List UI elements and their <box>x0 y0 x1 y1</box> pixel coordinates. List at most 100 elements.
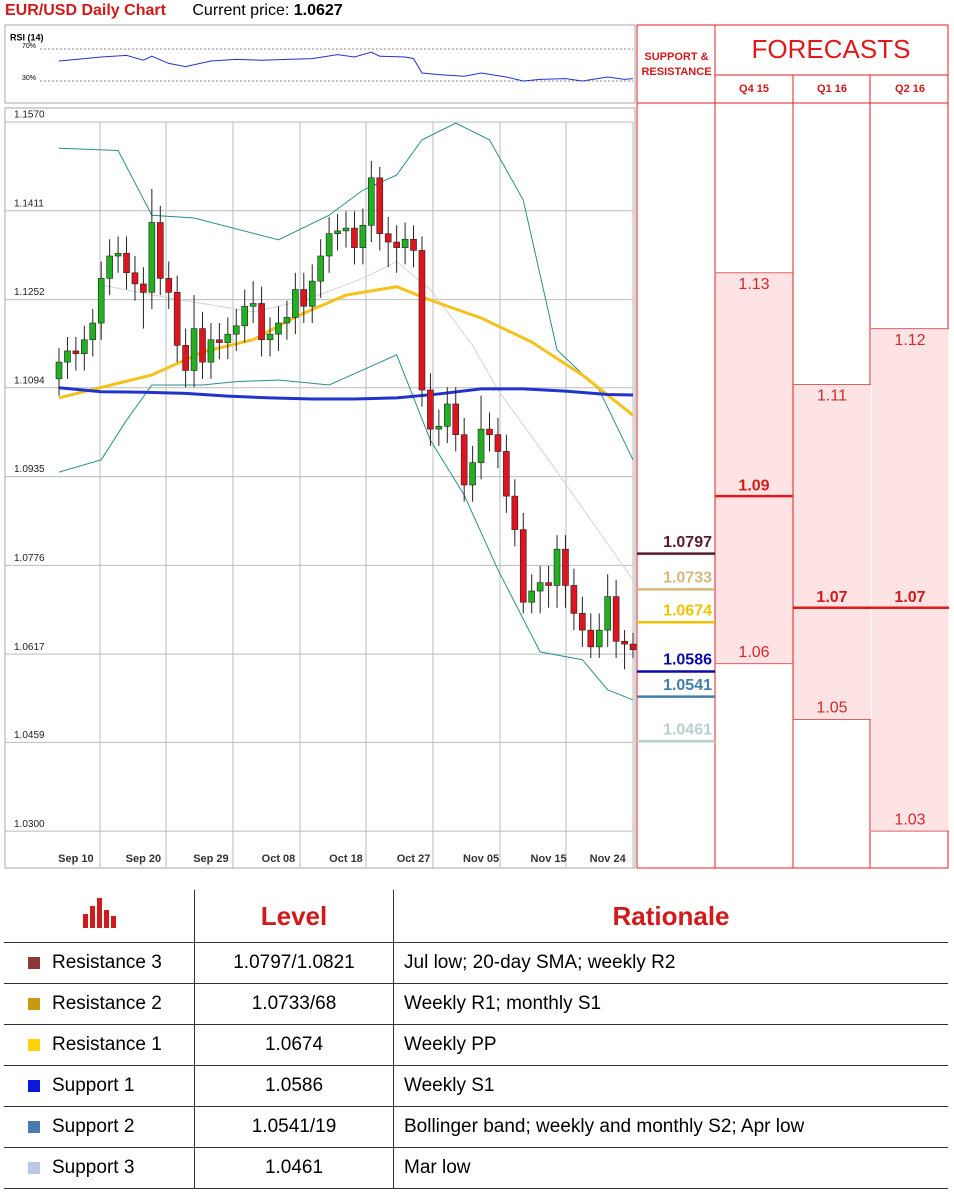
table-row: Support 2 1.0541/19 Bollinger band; weekly… <box>4 1106 948 1148</box>
sr-label: 1.0797 <box>663 534 712 551</box>
header-cell: Level <box>194 890 394 943</box>
row-rationale: Jul low; 20-day SMA; weekly R2 <box>393 942 948 984</box>
table: Level Rationale Resistance 3 1.0797/1.082… <box>4 890 948 1189</box>
candle-body <box>266 333 274 341</box>
candle-body <box>452 403 460 435</box>
candle-body <box>173 292 181 346</box>
y-tick-label: 1.1252 <box>14 287 45 298</box>
indicator-line <box>58 354 634 701</box>
forecast-title: FORECASTS <box>752 34 911 64</box>
candle-body <box>384 233 392 243</box>
sr-label: 1.0461 <box>663 721 712 738</box>
candle-body <box>604 596 611 631</box>
candle-body <box>545 582 552 586</box>
rsi-tick-label: 30% <box>22 75 36 82</box>
rsi-title: RSI (14) <box>10 32 44 42</box>
candle-body <box>553 548 561 586</box>
color-swatch <box>28 997 40 1010</box>
row-name: Support 1 <box>52 1075 135 1096</box>
candle-body <box>123 252 130 274</box>
candle-body <box>342 227 350 232</box>
candle-body <box>579 613 586 631</box>
y-tick-label: 1.0935 <box>14 464 45 475</box>
row-name: Support 2 <box>52 1116 135 1137</box>
candle-body <box>595 629 603 648</box>
candle-body <box>216 339 223 343</box>
candle-body <box>562 548 569 586</box>
row-name-cell: Support 2 <box>4 1106 195 1148</box>
row-level: 1.0733/68 <box>194 983 394 1025</box>
candle-body <box>359 225 367 248</box>
color-swatch <box>28 1079 40 1092</box>
candle-body <box>486 428 493 435</box>
price-label: Current price: <box>192 2 290 19</box>
candle-body <box>376 177 384 234</box>
row-name-cell: Resistance 1 <box>4 1024 195 1066</box>
x-tick-label: Oct 08 <box>262 853 296 865</box>
candle-body <box>435 426 443 430</box>
candle-body <box>401 238 409 248</box>
candle-body <box>249 303 257 307</box>
row-name: Resistance 3 <box>52 952 162 973</box>
candle-body <box>427 389 434 430</box>
candle-body <box>148 222 156 293</box>
table-header: Level Rationale <box>4 890 948 943</box>
candle-body <box>418 250 426 391</box>
candle-body <box>97 278 105 324</box>
candle-body <box>334 230 341 234</box>
row-name-cell: Resistance 3 <box>4 942 195 984</box>
row-name: Support 3 <box>52 1157 135 1178</box>
sr-title: SUPPORT & RESISTANCE <box>641 51 712 78</box>
candle-body <box>140 283 147 293</box>
candle-body <box>283 317 291 324</box>
table-row: Resistance 2 1.0733/68 Weekly R1; monthly … <box>4 983 948 1025</box>
table-row: Support 1 1.0586 Weekly S1 <box>4 1065 948 1107</box>
y-tick-label: 1.1094 <box>14 375 45 386</box>
forecast-low-label: 1.03 <box>894 811 925 828</box>
table-row: Resistance 3 1.0797/1.0821 Jul low; 20-day… <box>4 942 948 984</box>
forecast-mid-label: 1.07 <box>894 589 925 606</box>
candle-body <box>351 227 358 248</box>
y-tick-label: 1.0300 <box>14 819 45 830</box>
candle-body <box>621 640 628 645</box>
candle-body <box>300 289 308 307</box>
row-level: 1.0541/19 <box>194 1106 394 1148</box>
x-tick-label: Nov 05 <box>463 853 499 865</box>
candle-body <box>114 252 122 257</box>
x-tick-label: Sep 29 <box>193 853 228 865</box>
indicator-line <box>58 122 634 461</box>
forecast-range <box>871 328 949 832</box>
y-tick-label: 1.0617 <box>14 642 45 653</box>
forecast-column-label: Q2 16 <box>895 83 925 95</box>
candle-body <box>528 590 536 603</box>
plot-frame <box>4 107 636 869</box>
row-name: Resistance 1 <box>52 1034 162 1055</box>
candle-body <box>106 255 113 279</box>
row-level: 1.0674 <box>194 1024 394 1066</box>
row-name: Resistance 2 <box>52 993 162 1014</box>
color-swatch <box>28 956 40 969</box>
color-swatch <box>28 1161 40 1174</box>
row-level: 1.0797/1.0821 <box>194 942 394 984</box>
candle-body <box>72 350 80 355</box>
candle-body <box>55 361 63 380</box>
forecast-column-label: Q1 16 <box>817 83 847 95</box>
candle-body <box>182 345 189 371</box>
x-tick-label: Nov 15 <box>531 853 567 865</box>
row-level: 1.0586 <box>194 1065 394 1107</box>
candle-body <box>477 428 485 463</box>
title: EUR/USD Daily Chart <box>5 2 166 19</box>
candle-body <box>241 305 249 327</box>
header-cell: Rationale <box>393 890 948 943</box>
y-tick-label: 1.0459 <box>14 730 45 741</box>
candle-body <box>570 585 578 614</box>
chart: RSI (14) FORECASTS 70% 30% 1.1570 1.1411 1.1… <box>4 24 949 869</box>
candle-body <box>536 582 544 592</box>
candle-body <box>292 289 299 318</box>
candle-body <box>393 241 400 248</box>
row-name-cell: Resistance 2 <box>4 983 195 1025</box>
rsi-tick-label: 70% <box>22 43 36 50</box>
forecast-mid-label: 1.07 <box>816 589 847 606</box>
table-row: Resistance 1 1.0674 Weekly PP <box>4 1024 948 1066</box>
